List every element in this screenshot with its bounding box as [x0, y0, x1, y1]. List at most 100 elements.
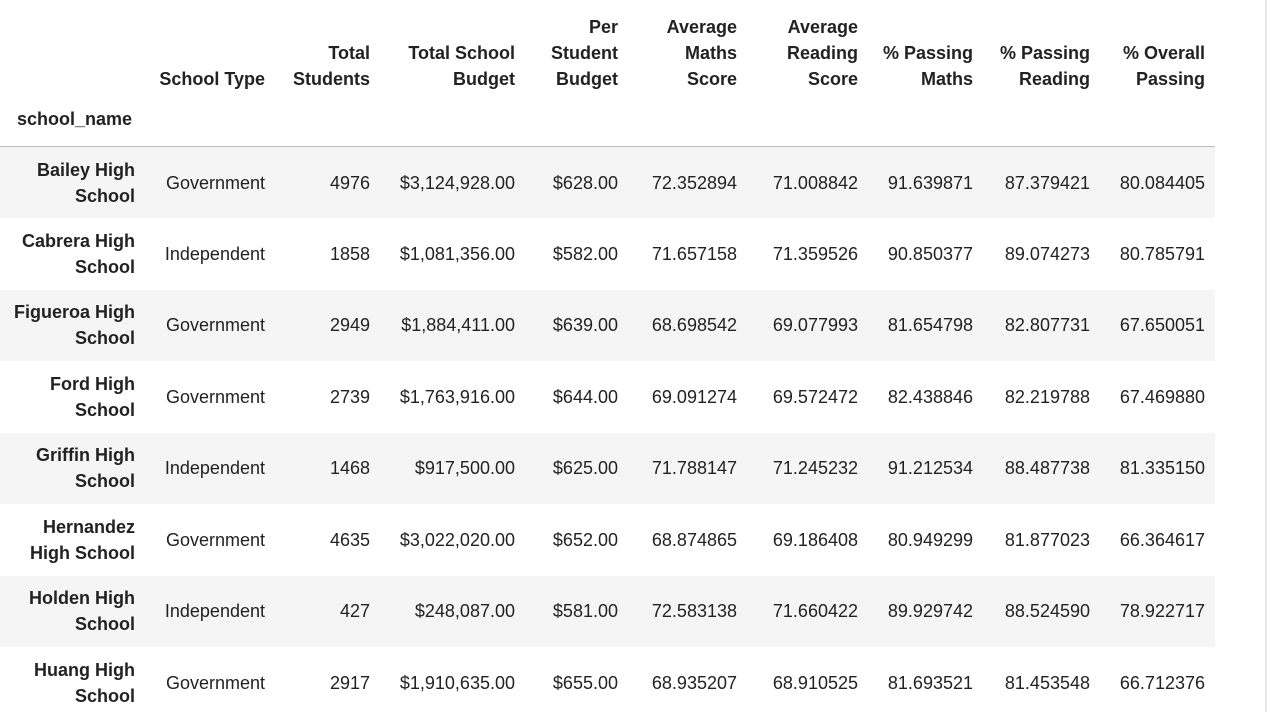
- table-cell: Government: [165, 672, 265, 693]
- table-cell: 91.639871: [887, 172, 973, 193]
- table-cell: 71.788147: [651, 458, 737, 479]
- table-cell: 71.660422: [772, 601, 858, 622]
- table-cell: 81.335150: [1119, 458, 1205, 479]
- table-cell: 66.364617: [1119, 529, 1205, 550]
- table-cell: $917,500.00: [414, 458, 515, 479]
- table-cell: 80.949299: [887, 529, 973, 550]
- row-index-school-name: Bailey High School: [36, 159, 135, 206]
- table-cell: $652.00: [552, 529, 618, 550]
- table-cell: 81.654798: [887, 315, 973, 336]
- table-cell: 69.091274: [651, 386, 737, 407]
- table-cell: $248,087.00: [414, 601, 515, 622]
- table-cell: Independent: [164, 601, 265, 622]
- table-cell: 69.572472: [772, 386, 858, 407]
- table-row: Cabrera High School Independent 1858 $1,081…: [0, 218, 1215, 290]
- column-header: Total School Budget: [408, 43, 515, 89]
- table-row: Hernandez High School Government 4635 $3,02…: [0, 504, 1215, 576]
- index-name-label: school_name: [0, 92, 145, 147]
- table-cell: 68.874865: [651, 529, 737, 550]
- row-index-school-name: Holden High School: [29, 588, 135, 635]
- table-cell: 68.910525: [772, 672, 858, 693]
- table-cell: $1,884,411.00: [401, 315, 515, 336]
- table-cell: 82.438846: [887, 386, 973, 407]
- row-index-school-name: Ford High School: [50, 373, 135, 420]
- table-cell: 68.698542: [651, 315, 737, 336]
- table-cell: $628.00: [552, 172, 618, 193]
- table-cell: 72.583138: [651, 601, 737, 622]
- table-cell: $582.00: [552, 243, 618, 264]
- table-cell: 90.850377: [887, 243, 973, 264]
- table-cell: 427: [339, 601, 370, 622]
- table-cell: 88.524590: [1004, 601, 1090, 622]
- table-cell: 67.650051: [1119, 315, 1205, 336]
- row-index-school-name: Cabrera High School: [21, 230, 135, 277]
- table-cell: 1858: [329, 243, 370, 264]
- row-index-school-name: Figueroa High School: [14, 302, 135, 349]
- table-cell: 81.453548: [1004, 672, 1090, 693]
- table-cell: $1,081,356.00: [399, 243, 515, 264]
- table-header: School Type Total Students Total School …: [0, 14, 1215, 147]
- table-cell: $655.00: [552, 672, 618, 693]
- table-cell: 1468: [329, 458, 370, 479]
- row-index-school-name: Huang High School: [34, 659, 135, 706]
- table-cell: $639.00: [552, 315, 618, 336]
- index-header-row: school_name: [0, 92, 1215, 147]
- column-header: Average Maths Score: [666, 17, 737, 89]
- dataframe-table: School Type Total Students Total School …: [0, 14, 1215, 712]
- table-cell: 69.077993: [772, 315, 858, 336]
- table-row: Holden High School Independent 427 $248,087…: [0, 575, 1215, 647]
- column-header-row: School Type Total Students Total School …: [0, 14, 1215, 92]
- table-cell: 82.807731: [1004, 315, 1090, 336]
- table-cell: $644.00: [552, 386, 618, 407]
- row-index-school-name: Griffin High School: [36, 445, 135, 492]
- table-cell: Government: [165, 172, 265, 193]
- table-cell: 80.785791: [1119, 243, 1205, 264]
- table-cell: 78.922717: [1119, 601, 1205, 622]
- table-cell: 81.877023: [1004, 529, 1090, 550]
- row-index-school-name: Hernandez High School: [30, 516, 135, 563]
- table-row: Figueroa High School Government 2949 $1,884…: [0, 289, 1215, 361]
- table-cell: 72.352894: [651, 172, 737, 193]
- table-cell: 71.245232: [772, 458, 858, 479]
- table-cell: $625.00: [552, 458, 618, 479]
- table-cell: $1,763,916.00: [399, 386, 515, 407]
- table-cell: 82.219788: [1004, 386, 1090, 407]
- table-cell: 80.084405: [1119, 172, 1205, 193]
- column-header: School Type: [159, 69, 265, 89]
- table-cell: $3,022,020.00: [399, 529, 515, 550]
- table-cell: Government: [165, 315, 265, 336]
- table-cell: $1,910,635.00: [399, 672, 515, 693]
- table-cell: 69.186408: [772, 529, 858, 550]
- table-cell: 91.212534: [887, 458, 973, 479]
- table-cell: 2739: [329, 386, 370, 407]
- corner-cell: [0, 14, 145, 92]
- table-cell: 2917: [329, 672, 370, 693]
- table-cell: Independent: [164, 458, 265, 479]
- table-cell: 2949: [329, 315, 370, 336]
- column-header: % Passing Maths: [882, 43, 973, 89]
- table-cell: Government: [165, 529, 265, 550]
- table-cell: 4976: [329, 172, 370, 193]
- table-cell: 81.693521: [887, 672, 973, 693]
- table-row: Bailey High School Government 4976 $3,124,9…: [0, 146, 1215, 218]
- table-row: Griffin High School Independent 1468 $917,5…: [0, 432, 1215, 504]
- column-header: % Overall Passing: [1122, 43, 1205, 89]
- table-cell: Independent: [164, 243, 265, 264]
- column-header: % Passing Reading: [999, 43, 1090, 89]
- column-header: Total Students: [292, 43, 370, 89]
- table-cell: Government: [165, 386, 265, 407]
- table-cell: 71.657158: [651, 243, 737, 264]
- table-cell: 68.935207: [651, 672, 737, 693]
- table-cell: 89.929742: [887, 601, 973, 622]
- column-header: Per Student Budget: [551, 17, 618, 89]
- table-cell: 88.487738: [1004, 458, 1090, 479]
- table-cell: 67.469880: [1119, 386, 1205, 407]
- table-cell: $581.00: [552, 601, 618, 622]
- table-row: Huang High School Government 2917 $1,910,63…: [0, 647, 1215, 712]
- table-cell: 87.379421: [1004, 172, 1090, 193]
- table-body: Bailey High School Government 4976 $3,124,9…: [0, 146, 1215, 712]
- vertical-scrollbar[interactable]: [1265, 0, 1267, 712]
- column-header: Average Reading Score: [786, 17, 858, 89]
- table-cell: 89.074273: [1004, 243, 1090, 264]
